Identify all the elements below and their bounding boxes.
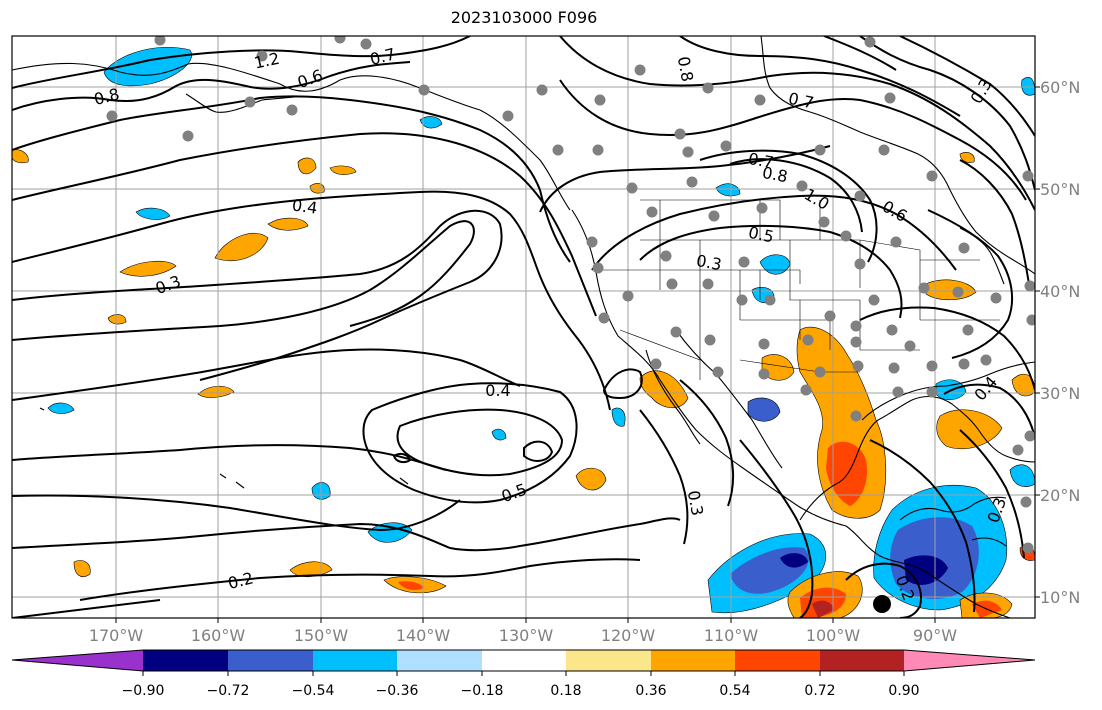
map-title: 2023103000 F096 <box>450 8 598 27</box>
shaded-anomaly-patches <box>12 46 1035 618</box>
colorbar-tick-label: 0.90 <box>888 683 919 699</box>
map-background <box>12 36 1035 618</box>
lat-tick-label: 10°N <box>1040 588 1080 607</box>
lat-tick-label: 50°N <box>1040 180 1080 199</box>
lon-tick-label: 140°W <box>396 626 451 645</box>
contour-label: 0.8 <box>674 55 697 83</box>
latitude-labels: 60°N 50°N 40°N 30°N 20°N 10°N <box>1040 78 1080 607</box>
colorbar: −0.90 −0.72 −0.54 −0.36 −0.18 0.18 0.36 … <box>11 649 1036 699</box>
lat-tick-label: 30°N <box>1040 384 1080 403</box>
colorbar-segment <box>228 650 313 671</box>
lat-tick-label: 60°N <box>1040 78 1080 97</box>
colorbar-tick-label: 0.18 <box>550 683 581 699</box>
colorbar-tick-label: −0.54 <box>292 683 335 699</box>
contour-label: 0.4 <box>291 195 319 217</box>
contour-label: 0.3 <box>684 489 707 517</box>
colorbar-tick-label: −0.36 <box>376 683 419 699</box>
colorbar-tick-label: 0.54 <box>719 683 750 699</box>
contour-label: 0.3 <box>695 251 723 274</box>
coastlines <box>12 36 1035 618</box>
contour-label: 1.2 <box>252 49 281 73</box>
lon-tick-label: 110°W <box>704 626 759 645</box>
station-dots <box>106 36 1035 554</box>
contour-label: 0.4 <box>485 381 510 400</box>
axis-ticks <box>115 86 1040 623</box>
lon-tick-label: 130°W <box>499 626 554 645</box>
lon-tick-label: 150°W <box>294 626 349 645</box>
contour-label: 0.5 <box>747 223 776 247</box>
lat-tick-label: 20°N <box>1040 486 1080 505</box>
colorbar-segment <box>735 650 820 671</box>
colorbar-segment <box>820 650 904 671</box>
colorbar-tick-label: −0.72 <box>207 683 250 699</box>
longitude-labels: 170°W 160°W 150°W 140°W 130°W 120°W 110°… <box>89 626 957 645</box>
colorbar-segment <box>313 650 397 671</box>
lon-tick-label: 160°W <box>191 626 246 645</box>
colorbar-extend-high <box>904 650 1035 671</box>
lon-tick-label: 120°W <box>601 626 656 645</box>
contour-lines <box>12 36 1035 618</box>
colorbar-segment <box>651 650 735 671</box>
point-marker <box>873 595 891 613</box>
contour-label: 0.8 <box>761 163 789 186</box>
map-frame <box>11 35 1036 619</box>
colorbar-tick-label: 0.36 <box>635 683 666 699</box>
colorbar-segment <box>143 650 228 671</box>
contour-label: 0.7 <box>747 149 775 172</box>
colorbar-segment <box>397 650 482 671</box>
colorbar-segment <box>566 650 651 671</box>
lat-tick-label: 40°N <box>1040 282 1080 301</box>
colorbar-segment <box>482 650 566 671</box>
contour-label: 0.7 <box>787 89 816 113</box>
colorbar-tick-label: −0.18 <box>461 683 504 699</box>
colorbar-tick-label: −0.90 <box>122 683 165 699</box>
graticule <box>12 36 1035 618</box>
lon-tick-label: 170°W <box>89 626 144 645</box>
lon-tick-label: 100°W <box>806 626 861 645</box>
colorbar-tick-label: 0.72 <box>804 683 835 699</box>
colorbar-extend-low <box>12 650 143 671</box>
lon-tick-label: 90°W <box>913 626 957 645</box>
